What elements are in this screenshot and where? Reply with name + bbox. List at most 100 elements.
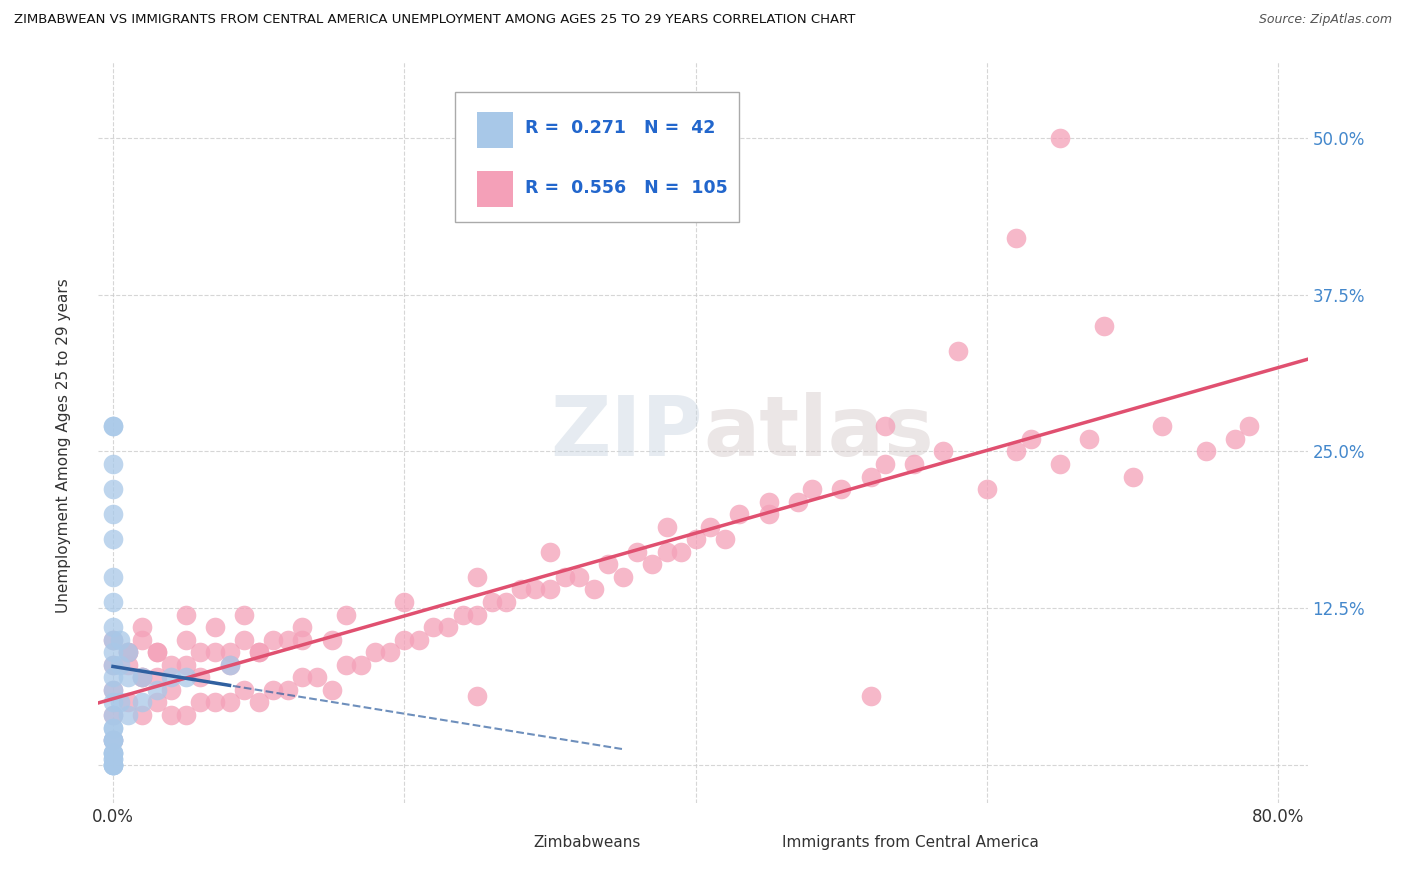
Point bbox=[903, 457, 925, 471]
Point bbox=[101, 758, 124, 772]
Point bbox=[101, 708, 124, 723]
Point bbox=[568, 570, 591, 584]
Point bbox=[101, 721, 124, 735]
Point bbox=[101, 746, 124, 760]
Point bbox=[554, 570, 576, 584]
Point bbox=[101, 419, 124, 434]
Bar bbox=[477, 112, 513, 147]
Point bbox=[101, 670, 124, 684]
Point bbox=[117, 645, 139, 659]
Point bbox=[145, 682, 167, 697]
Point bbox=[110, 695, 132, 709]
Point bbox=[946, 344, 969, 359]
Point bbox=[801, 482, 824, 496]
Point bbox=[233, 607, 256, 622]
Point bbox=[364, 645, 387, 659]
Point bbox=[1122, 469, 1144, 483]
Point bbox=[262, 632, 284, 647]
Point bbox=[145, 645, 167, 659]
Text: Zimbabweans: Zimbabweans bbox=[534, 835, 641, 850]
Point bbox=[233, 632, 256, 647]
Point bbox=[262, 682, 284, 697]
Point bbox=[110, 632, 132, 647]
Point bbox=[218, 657, 240, 672]
Point bbox=[465, 607, 488, 622]
Point bbox=[1049, 130, 1071, 145]
Point bbox=[174, 632, 197, 647]
Point bbox=[218, 695, 240, 709]
Point bbox=[247, 645, 270, 659]
Point bbox=[758, 507, 780, 521]
Point bbox=[174, 670, 197, 684]
Point bbox=[131, 632, 153, 647]
Point bbox=[538, 545, 561, 559]
Point bbox=[1239, 419, 1261, 434]
Point bbox=[626, 545, 648, 559]
Point bbox=[101, 733, 124, 747]
Point bbox=[976, 482, 998, 496]
Point bbox=[101, 657, 124, 672]
Point bbox=[335, 607, 357, 622]
Point bbox=[378, 645, 401, 659]
Point bbox=[190, 695, 212, 709]
Point bbox=[117, 657, 139, 672]
Point bbox=[714, 533, 737, 547]
Point bbox=[101, 419, 124, 434]
Point bbox=[110, 657, 132, 672]
Bar bbox=[492, 834, 527, 853]
Point bbox=[728, 507, 751, 521]
Point bbox=[875, 457, 897, 471]
Point bbox=[117, 708, 139, 723]
Point bbox=[131, 708, 153, 723]
Point bbox=[1019, 432, 1042, 446]
Point bbox=[509, 582, 531, 597]
Point bbox=[101, 457, 124, 471]
Point bbox=[160, 708, 183, 723]
Text: Immigrants from Central America: Immigrants from Central America bbox=[782, 835, 1039, 850]
Point bbox=[174, 708, 197, 723]
FancyBboxPatch shape bbox=[456, 92, 740, 221]
Point bbox=[218, 657, 240, 672]
Point bbox=[101, 733, 124, 747]
Point bbox=[160, 670, 183, 684]
Point bbox=[131, 620, 153, 634]
Text: R =  0.271   N =  42: R = 0.271 N = 42 bbox=[526, 119, 716, 136]
Point bbox=[131, 670, 153, 684]
Point bbox=[101, 620, 124, 634]
Bar bbox=[477, 171, 513, 207]
Point bbox=[190, 670, 212, 684]
Point bbox=[101, 758, 124, 772]
Point bbox=[101, 645, 124, 659]
Point bbox=[1194, 444, 1216, 458]
Point bbox=[305, 670, 328, 684]
Point bbox=[859, 469, 882, 483]
Point bbox=[247, 695, 270, 709]
Point bbox=[101, 482, 124, 496]
Point bbox=[786, 494, 808, 508]
Point bbox=[758, 494, 780, 508]
Point bbox=[101, 752, 124, 766]
Point bbox=[190, 645, 212, 659]
Point bbox=[204, 695, 226, 709]
Point bbox=[1005, 231, 1028, 245]
Point bbox=[117, 645, 139, 659]
Point bbox=[1092, 318, 1115, 333]
Point bbox=[101, 733, 124, 747]
Point bbox=[160, 657, 183, 672]
Point bbox=[655, 545, 678, 559]
Point bbox=[101, 758, 124, 772]
Point bbox=[247, 645, 270, 659]
Text: Unemployment Among Ages 25 to 29 years: Unemployment Among Ages 25 to 29 years bbox=[56, 278, 70, 614]
Point bbox=[145, 695, 167, 709]
Point bbox=[408, 632, 430, 647]
Point bbox=[582, 582, 605, 597]
Text: ZIMBABWEAN VS IMMIGRANTS FROM CENTRAL AMERICA UNEMPLOYMENT AMONG AGES 25 TO 29 Y: ZIMBABWEAN VS IMMIGRANTS FROM CENTRAL AM… bbox=[14, 13, 855, 27]
Point bbox=[321, 632, 343, 647]
Point bbox=[465, 570, 488, 584]
Point bbox=[437, 620, 460, 634]
Point bbox=[465, 689, 488, 703]
Point bbox=[1223, 432, 1246, 446]
Point bbox=[101, 708, 124, 723]
Point bbox=[932, 444, 955, 458]
Point bbox=[335, 657, 357, 672]
